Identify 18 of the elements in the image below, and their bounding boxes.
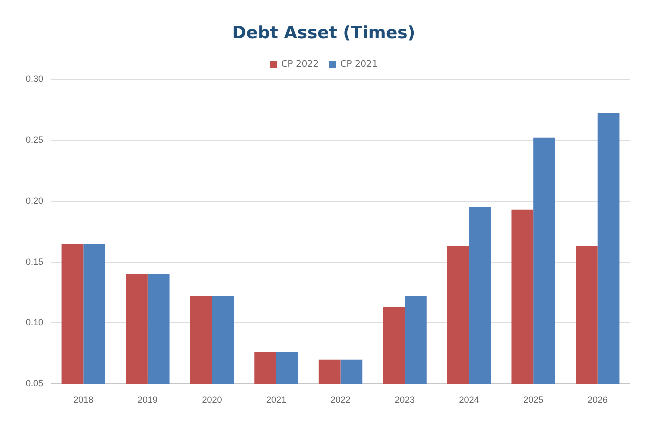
x-tick-label: 2025 [524,395,544,406]
y-tick-label: 0.25 [26,134,44,145]
y-tick-label: 0.15 [26,256,44,267]
x-tick-label: 2021 [266,395,286,406]
chart-title: Debt Asset (Times) [232,24,416,44]
y-tick-label: 0.05 [26,378,44,389]
legend-label: CP 2021 [340,60,378,70]
legend-label: CP 2022 [282,60,320,70]
x-tick-label: 2024 [459,395,480,406]
x-tick-label: 2023 [395,395,416,406]
x-tick-label: 2019 [138,395,158,406]
y-tick-label: 0.10 [26,318,44,328]
y-tick-label: 0.30 [26,74,44,84]
x-tick-label: 2020 [202,395,222,406]
x-tick-label: 2026 [588,395,608,406]
x-tick-label: 2022 [330,395,351,406]
y-tick-label: 0.20 [26,196,44,206]
x-tick-label: 2018 [74,395,94,406]
